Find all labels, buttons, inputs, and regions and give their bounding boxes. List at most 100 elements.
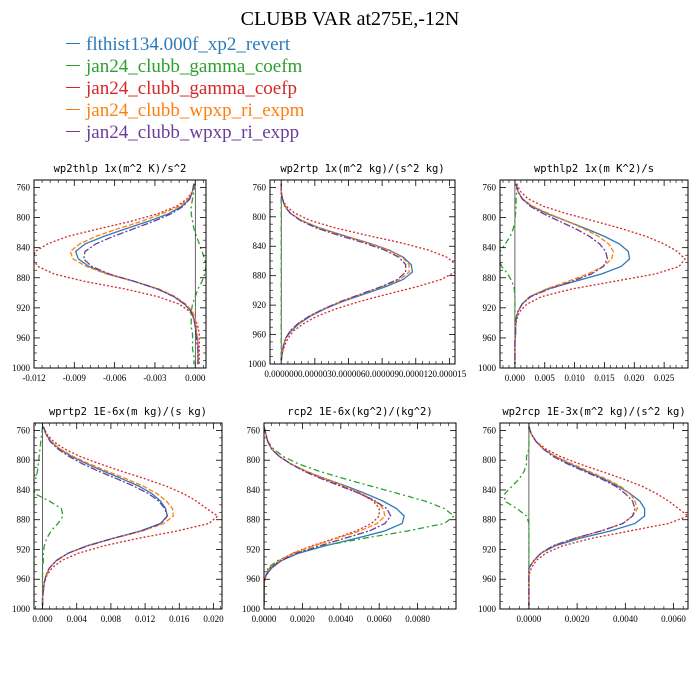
series-line (528, 426, 639, 606)
x-tick-label: 0.008 (101, 614, 122, 624)
x-tick-label: 0.0080 (405, 614, 430, 624)
panel-title: wprtp2 1E-6x(m kg)/(s kg) (49, 406, 207, 418)
panel-title: wpthlp2 1x(m K^2)/s (534, 163, 654, 175)
series-line (514, 183, 615, 365)
x-tick-label: 0.020 (624, 373, 645, 383)
panel-title: wp2rtp 1x(m^2 kg)/(s^2 kg) (280, 163, 444, 175)
series-group (34, 183, 206, 365)
y-tick-label: 880 (17, 515, 31, 525)
series-line (83, 183, 199, 365)
series-line (69, 183, 199, 365)
y-tick-label: 880 (253, 271, 267, 281)
y-tick-label: 960 (17, 333, 31, 343)
y-tick-label: 960 (483, 333, 497, 343)
y-tick-label: 800 (17, 455, 31, 465)
y-tick-label: 800 (247, 455, 261, 465)
x-tick-label: 0.000012 (399, 369, 433, 379)
series-line (264, 426, 386, 606)
x-tick-label: 0.012 (135, 614, 155, 624)
plot-frame (499, 422, 689, 610)
y-tick-label: 840 (483, 243, 497, 253)
series-line (528, 426, 646, 606)
x-tick-label: 0.0040 (613, 614, 638, 624)
x-tick-label: 0.000000 (264, 369, 298, 379)
series-line (41, 426, 219, 606)
y-tick-label: 960 (483, 574, 497, 584)
y-tick-label: 840 (17, 485, 31, 495)
panel-3: wpthlp2 1x(m K^2)/s 760 800 840 880 920 960 100… (478, 163, 689, 383)
series-group (34, 426, 219, 606)
series-group (504, 426, 688, 606)
y-tick-label: 760 (483, 425, 497, 435)
x-tick-label: 0.010 (564, 373, 585, 383)
x-tick-label: -0.009 (63, 373, 87, 383)
series-group (280, 183, 455, 361)
y-tick-label: 880 (483, 515, 497, 525)
legend-entry: jan24_clubb_gamma_coefm (66, 56, 304, 78)
y-tick-label: 880 (483, 273, 497, 283)
series-line (514, 183, 609, 365)
x-tick-label: 0.000 (505, 373, 526, 383)
x-tick-label: 0.0020 (565, 614, 590, 624)
series-line (264, 426, 405, 606)
plot-frame (33, 422, 223, 610)
x-tick-label: -0.012 (22, 373, 45, 383)
y-tick-label: 920 (483, 303, 497, 313)
series-line (280, 183, 414, 361)
y-tick-label: 920 (17, 303, 31, 313)
y-tick-label: 800 (17, 213, 31, 223)
legend-swatch (66, 43, 80, 45)
y-tick-label: 1000 (248, 359, 267, 369)
y-tick-label: 960 (253, 330, 267, 340)
series-line (528, 426, 688, 606)
y-tick-label: 800 (253, 212, 267, 222)
panel-title: wp2thlp 1x(m^2 K)/s^2 (54, 163, 187, 175)
y-tick-label: 800 (483, 455, 497, 465)
y-tick-label: 840 (253, 241, 267, 251)
x-tick-label: 0.000003 (298, 369, 332, 379)
legend-swatch (66, 109, 80, 111)
series-line (280, 183, 455, 361)
series-line (41, 426, 169, 606)
y-tick-label: 840 (483, 485, 497, 495)
y-tick-label: 880 (247, 515, 261, 525)
y-tick-label: 760 (17, 183, 31, 193)
y-tick-label: 880 (17, 273, 31, 283)
x-tick-label: 0.005 (535, 373, 556, 383)
plot-frame (33, 179, 207, 369)
y-tick-label: 1000 (242, 604, 261, 614)
series-line (264, 426, 456, 606)
x-tick-label: 0.0000 (252, 614, 277, 624)
x-tick-label: 0.0060 (661, 614, 686, 624)
panel-2: wp2rtp 1x(m^2 kg)/(s^2 kg) 760 800 840 880 92… (248, 163, 467, 379)
y-tick-label: 920 (483, 544, 497, 554)
x-tick-label: 0.0020 (290, 614, 315, 624)
series-group (500, 183, 686, 365)
legend-swatch (66, 131, 80, 133)
series-line (264, 426, 392, 606)
legend-label: jan24_clubb_wpxp_ri_expp (86, 122, 300, 143)
series-line (41, 426, 169, 606)
legend-label: jan24_clubb_gamma_coefm (86, 56, 303, 77)
legend-label: jan24_clubb_wpxp_ri_expm (86, 100, 305, 121)
x-tick-label: 0.0040 (328, 614, 353, 624)
x-tick-label: 0.0000 (517, 614, 542, 624)
x-tick-label: 0.004 (67, 614, 88, 624)
series-line (190, 183, 206, 365)
series-line (504, 426, 530, 606)
x-tick-label: -0.006 (103, 373, 127, 383)
x-tick-label: 0.025 (654, 373, 675, 383)
plot-frame (263, 422, 457, 610)
legend-entry: flthist134.000f_xp2_revert (66, 34, 304, 56)
y-tick-label: 1000 (12, 363, 31, 373)
x-tick-label: 0.015 (594, 373, 615, 383)
x-tick-label: 0.000009 (365, 369, 399, 379)
y-tick-label: 1000 (478, 363, 497, 373)
legend-label: jan24_clubb_gamma_coefp (86, 78, 298, 99)
series-line (514, 183, 631, 365)
y-tick-label: 1000 (478, 604, 497, 614)
y-tick-label: 920 (17, 544, 31, 554)
y-tick-label: 920 (253, 300, 267, 310)
y-tick-label: 760 (483, 183, 497, 193)
